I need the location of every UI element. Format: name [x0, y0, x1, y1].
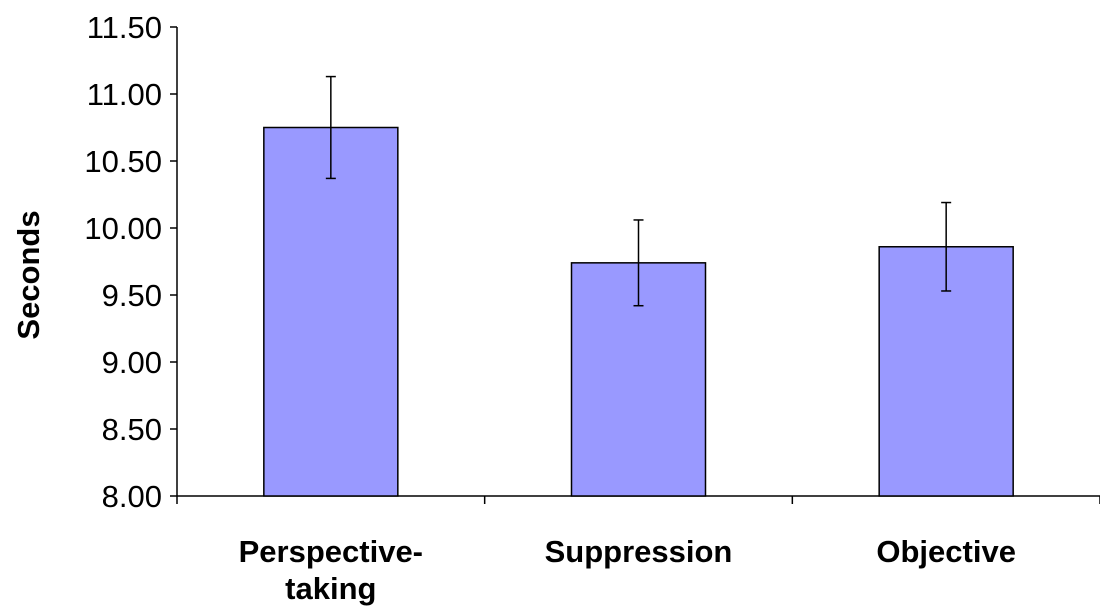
x-category-label: Perspective-	[239, 534, 423, 569]
y-tick-label: 8.00	[102, 479, 162, 514]
y-tick-label: 11.00	[87, 77, 162, 112]
y-tick-label: 11.50	[87, 10, 162, 45]
x-category-label: taking	[285, 571, 376, 606]
x-category-label: Objective	[876, 534, 1016, 569]
y-tick-label: 8.50	[102, 412, 162, 447]
bars	[263, 126, 1014, 497]
y-axis-title: Seconds	[11, 210, 46, 339]
y-tick-label: 10.00	[84, 211, 162, 246]
y-tick-label: 9.50	[102, 278, 162, 313]
bar	[263, 126, 399, 497]
y-tick-label: 10.50	[84, 144, 162, 179]
y-tick-label: 9.00	[102, 345, 162, 380]
labels: 8.00 8.50 9.00 9.50 10.00 10.50 11.00 11.50 Pers…	[84, 10, 1016, 606]
x-category-label: Suppression	[545, 534, 733, 569]
error-bars	[325, 75, 952, 307]
